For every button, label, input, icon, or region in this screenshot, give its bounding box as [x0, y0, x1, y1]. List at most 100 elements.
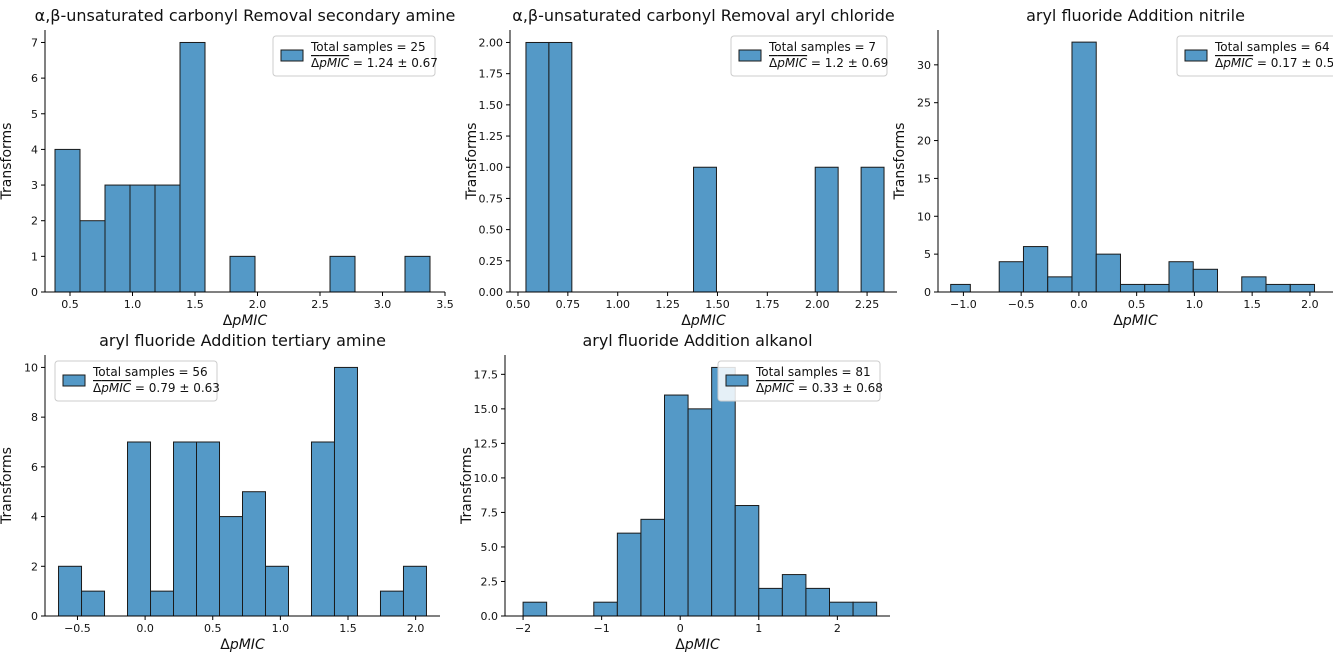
histogram-bar: [711, 366, 736, 617]
y-tick-label: 4: [31, 511, 38, 524]
histogram-bar: [310, 441, 335, 617]
y-axis-label: Transforms: [892, 123, 908, 201]
legend-mean-delta-pmic: ΔpMIC = 1.2 ± 0.69: [769, 56, 888, 70]
y-tick-label: 0.50: [479, 224, 504, 237]
histogram-bar: [805, 587, 831, 617]
x-axis-label: ΔpMIC: [681, 313, 726, 329]
x-tick-label: 1: [755, 622, 762, 635]
chart-title: aryl fluoride Addition alkanol: [582, 331, 812, 350]
y-tick-label: 0.75: [479, 192, 504, 205]
y-tick-label: 10.0: [474, 472, 499, 485]
legend: Total samples = 25 ΔpMIC = 1.24 ± 0.67: [272, 35, 438, 77]
x-tick-label: 1.5: [1243, 298, 1261, 311]
legend-box: [272, 35, 436, 77]
y-axis-label: Transforms: [459, 447, 475, 525]
x-tick-label: −2: [515, 622, 531, 635]
histogram-bar: [81, 590, 106, 617]
x-tick-label: −1: [594, 622, 610, 635]
histogram-bar: [54, 148, 81, 293]
x-tick-label: 2.0: [1301, 298, 1319, 311]
y-tick-label: 10: [24, 361, 38, 374]
x-tick-label: 1.25: [655, 298, 680, 311]
x-tick-label: 2: [834, 622, 841, 635]
histogram-bar: [1168, 261, 1194, 293]
histogram-bar: [242, 491, 266, 617]
x-tick-label: 0.5: [204, 622, 222, 635]
chart-panel-5: −2 −1 0 1 2 0.0 2.5 5.0 7.5 10.0 12.5 15.0 17.5 aryl …: [459, 331, 890, 653]
histogram-bar: [1241, 276, 1267, 293]
histogram-bar: [196, 441, 221, 617]
histogram-bar: [1144, 283, 1170, 293]
x-tick-label: 1.0: [1186, 298, 1204, 311]
legend-mean-delta-pmic: ΔpMIC = 0.17 ± 0.59: [1215, 56, 1333, 70]
y-tick-label: 0.0: [481, 610, 499, 623]
x-tick-label: 2.00: [805, 298, 830, 311]
histogram-bar: [379, 590, 404, 617]
legend-total-samples: Total samples = 81: [755, 365, 871, 379]
x-tick-label: 2.5: [311, 298, 329, 311]
y-tick-label: 0.25: [479, 255, 504, 268]
legend-box: [730, 35, 888, 77]
histogram-bar: [664, 394, 689, 617]
legend-swatch: [62, 374, 86, 387]
y-tick-label: 25: [917, 97, 931, 110]
y-tick-label: 1.50: [479, 99, 504, 112]
histogram-bar: [402, 565, 427, 617]
legend: Total samples = 56 ΔpMIC = 0.79 ± 0.63: [54, 360, 220, 402]
y-axis-label: Transforms: [0, 447, 15, 525]
legend-mean-delta-pmic: ΔpMIC = 0.79 ± 0.63: [93, 381, 220, 395]
histogram-bar: [734, 505, 760, 617]
histogram-bar: [127, 441, 152, 617]
histogram-bar: [1047, 276, 1073, 293]
histogram-bar: [525, 41, 550, 293]
x-tick-label: 2.0: [249, 298, 267, 311]
y-tick-label: 7.5: [481, 506, 499, 519]
chart-title: α,β-unsaturated carbonyl Removal aryl ch…: [512, 6, 894, 25]
histogram-bar: [219, 516, 243, 617]
histogram-bar: [758, 587, 783, 617]
legend: Total samples = 81 ΔpMIC = 0.33 ± 0.68: [717, 360, 883, 402]
histogram-bar: [640, 518, 666, 617]
legend-box: [1176, 35, 1333, 77]
legend: Total samples = 7 ΔpMIC = 1.2 ± 0.69: [730, 35, 888, 77]
legend-mean-delta-pmic: ΔpMIC = 0.33 ± 0.68: [756, 381, 883, 395]
histogram-bar: [616, 532, 642, 617]
x-tick-label: 3.5: [436, 298, 454, 311]
x-tick-label: 1.5: [339, 622, 357, 635]
y-tick-label: 6: [31, 72, 38, 85]
histogram-bar: [129, 184, 156, 293]
histogram-bar: [1289, 283, 1316, 293]
x-tick-label: −0.5: [64, 622, 91, 635]
chart-title: aryl fluoride Addition nitrile: [1026, 6, 1245, 25]
histogram-bar: [404, 255, 431, 293]
y-tick-label: 0.00: [479, 286, 504, 299]
chart-panel-2: 0.50 0.75 1.00 1.25 1.50 1.75 2.00 2.25 0.00 0.25…: [464, 6, 897, 329]
histogram-bar: [1095, 253, 1121, 293]
x-tick-label: 1.0: [272, 622, 290, 635]
histogram-bar: [79, 220, 106, 293]
histogram-bar: [154, 184, 181, 293]
histogram-bar: [829, 601, 854, 617]
y-tick-label: 30: [917, 59, 931, 72]
y-tick-label: 0: [31, 286, 38, 299]
histogram-bar: [329, 255, 356, 293]
y-tick-label: 17.5: [474, 368, 499, 381]
histogram-bar: [104, 184, 131, 293]
x-axis-label: ΔpMIC: [223, 313, 268, 329]
y-tick-label: 7: [31, 36, 38, 49]
chart-title: α,β-unsaturated carbonyl Removal seconda…: [35, 6, 456, 25]
x-tick-label: 0: [677, 622, 684, 635]
x-tick-label: 0.0: [1070, 298, 1088, 311]
histogram-bar: [522, 601, 548, 617]
histogram-bar: [693, 166, 717, 293]
y-axis-label: Transforms: [0, 123, 15, 201]
x-tick-label: 1.0: [124, 298, 142, 311]
legend-swatch: [280, 49, 304, 62]
legend: Total samples = 64 ΔpMIC = 0.17 ± 0.59: [1176, 35, 1333, 77]
y-tick-label: 2: [31, 215, 38, 228]
y-tick-label: 20: [917, 135, 931, 148]
y-tick-label: 1.25: [479, 130, 504, 143]
x-tick-label: 0.0: [136, 622, 154, 635]
histogram-bar: [333, 366, 358, 617]
